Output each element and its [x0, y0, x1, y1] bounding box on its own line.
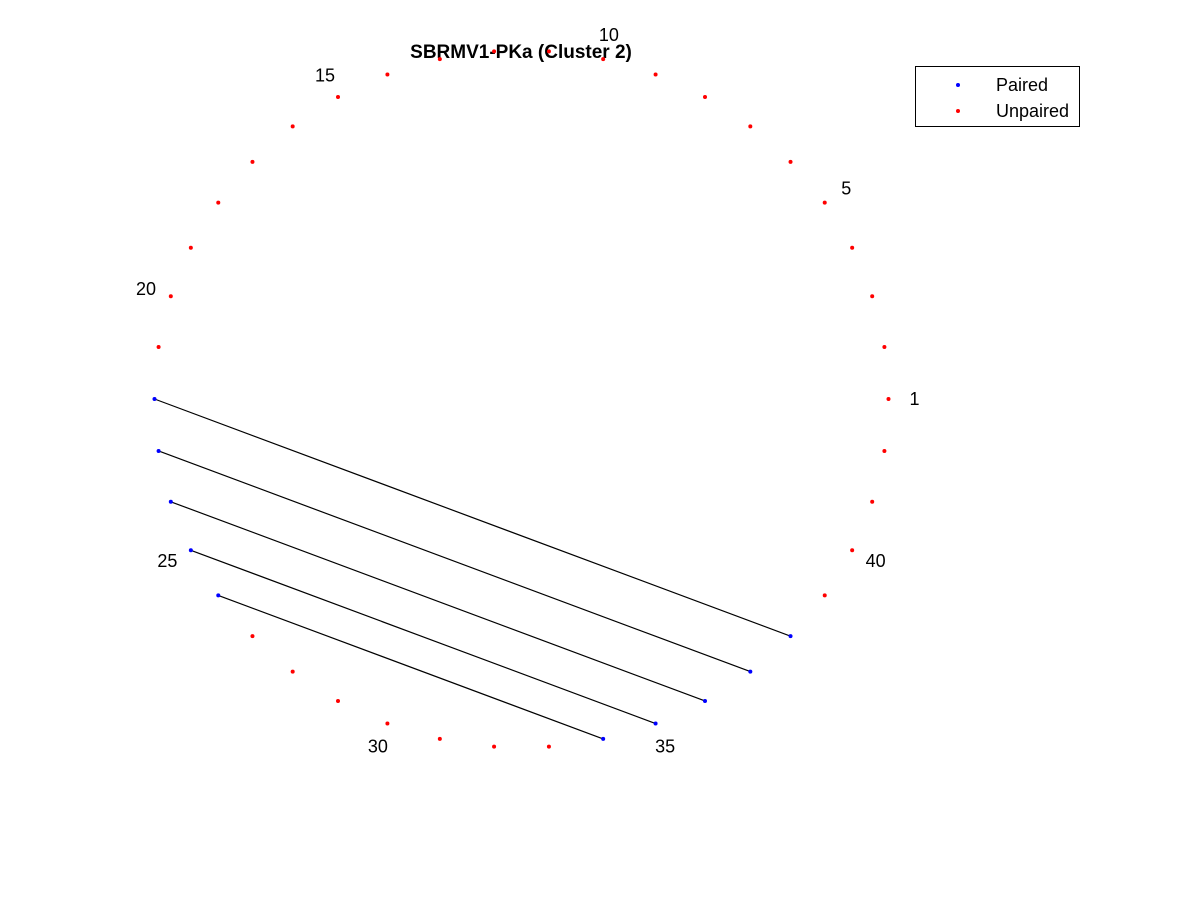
position-point-12: [492, 49, 497, 54]
position-point-37: [748, 669, 753, 674]
pair-line-24-36: [170, 501, 706, 702]
position-points: [152, 49, 891, 749]
position-point-38: [788, 634, 793, 639]
position-label-5: 5: [841, 179, 851, 199]
pair-line-22-38: [154, 398, 791, 637]
position-label-15: 15: [315, 66, 335, 86]
position-point-21: [156, 345, 161, 350]
position-label-10: 10: [599, 25, 619, 45]
position-point-36: [703, 698, 707, 703]
position-point-25: [188, 548, 193, 553]
position-label-20: 20: [136, 279, 156, 299]
position-point-31: [437, 736, 442, 741]
position-point-32: [492, 744, 497, 749]
position-point-3: [870, 294, 875, 299]
position-point-35: [653, 721, 658, 726]
position-label-1: 1: [909, 389, 919, 409]
position-point-8: [703, 95, 707, 100]
pair-lines: [154, 398, 791, 740]
chart-title: SBRMV1-PKa (Cluster 2): [410, 42, 632, 63]
legend-box: [915, 66, 1080, 127]
position-point-9: [653, 72, 658, 77]
position-point-42: [882, 448, 887, 453]
position-point-5: [822, 200, 827, 205]
position-point-17: [250, 159, 255, 164]
position-point-34: [601, 736, 606, 741]
position-point-22: [152, 397, 157, 401]
position-label-25: 25: [157, 551, 177, 571]
pair-line-25-35: [190, 549, 656, 725]
position-point-1: [886, 397, 891, 401]
position-point-27: [250, 634, 255, 639]
legend-marker-unpaired: [956, 109, 960, 113]
position-point-18: [216, 200, 221, 205]
pair-line-26-34: [218, 594, 604, 740]
position-point-24: [168, 499, 173, 504]
position-point-11: [546, 49, 551, 54]
position-point-10: [601, 57, 606, 62]
position-point-2: [882, 345, 887, 350]
position-point-39: [822, 593, 827, 598]
position-label-40: 40: [866, 551, 886, 571]
position-point-30: [385, 721, 390, 726]
position-point-40: [850, 548, 855, 553]
position-point-16: [290, 124, 295, 129]
position-label-35: 35: [655, 737, 675, 757]
position-label-30: 30: [368, 737, 388, 757]
position-point-33: [546, 744, 551, 749]
legend: Paired Unpaired: [915, 66, 1080, 127]
position-point-13: [437, 57, 442, 62]
position-point-20: [168, 294, 173, 299]
position-point-4: [850, 245, 855, 250]
position-point-6: [788, 159, 793, 164]
position-point-41: [870, 499, 875, 504]
position-point-29: [336, 698, 340, 703]
position-point-28: [290, 669, 295, 674]
legend-label-unpaired: Unpaired: [996, 101, 1069, 121]
position-point-26: [216, 593, 221, 598]
position-point-14: [385, 72, 390, 77]
position-point-15: [336, 95, 340, 100]
position-point-23: [156, 448, 161, 453]
legend-marker-paired: [956, 83, 960, 87]
legend-label-paired: Paired: [996, 75, 1048, 95]
position-point-19: [188, 245, 193, 250]
pair-line-23-37: [158, 450, 751, 673]
position-point-7: [748, 124, 753, 129]
